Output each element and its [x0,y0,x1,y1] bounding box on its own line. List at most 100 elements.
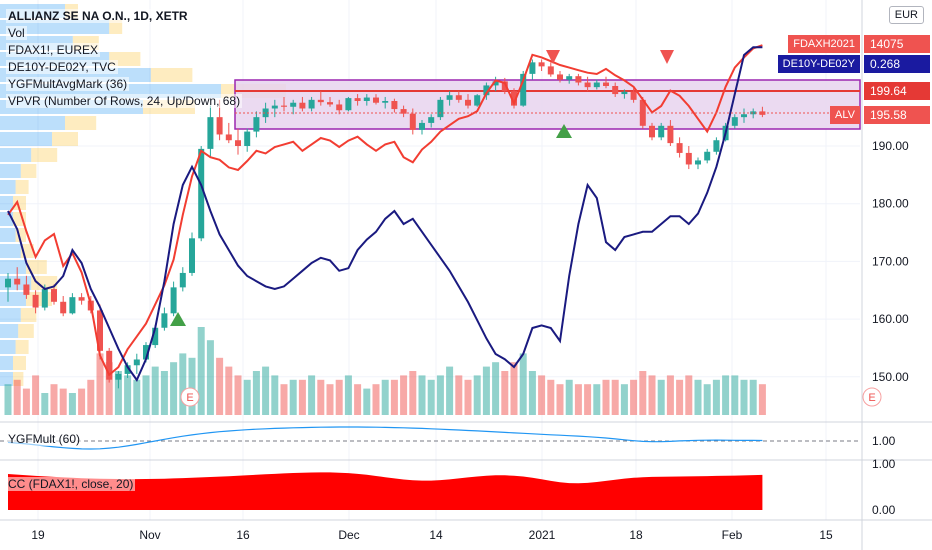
candle-body [750,111,757,115]
volume-bar [611,379,619,415]
volume-bar [455,375,463,415]
legend-vpvr[interactable]: VPVR (Number Of Rows, 24, Up/Down, 68) [6,94,243,108]
volume-bar [4,384,12,415]
volume-bar [519,353,527,415]
candle-body [207,117,214,149]
volume-bar [206,340,214,415]
legend-ygfmultavgmark[interactable]: YGFMultAvgMark (36) [6,77,130,91]
candle-body [373,97,379,103]
volume-bar [271,375,279,415]
time-tick-label: Dec [338,528,359,542]
vpvr-row-down [20,164,37,178]
ygfmult-label[interactable]: YGFMult (60) [6,432,83,446]
vpvr-row-down [15,180,29,194]
fdax-price-tag: 14075 [864,35,930,53]
cc-area [8,472,763,510]
alv-price-tag: 195.58 [864,106,930,124]
candle-body [419,122,425,130]
volume-bar [68,393,76,415]
candle-body [170,287,177,314]
candle-body [97,310,103,351]
candle-body [649,125,655,138]
de10y-tag-label: DE10Y-DE02Y [777,55,860,73]
candle-body [603,82,609,86]
candle-body [658,125,665,138]
ygf-tick-label: 1.00 [872,434,896,448]
volume-bar [482,366,490,415]
chart-legend: ALLIANZ SE NA O.N., 1D, XETR Vol FDAX1!,… [6,8,243,110]
candle-body [5,278,11,288]
volume-bar [96,353,104,415]
ygfmult-line [7,426,763,450]
volume-bar [41,393,49,415]
cc-label[interactable]: CC (FDAX1!, close, 20) [6,477,136,491]
candle-body [235,140,241,146]
candle-body [23,284,30,295]
symbol-title[interactable]: ALLIANZ SE NA O.N., 1D, XETR [6,9,190,23]
volume-bar [170,362,178,415]
candle-body [271,105,278,109]
spread-series-line [7,46,763,383]
candle-body [483,85,490,96]
time-tick-label: 16 [236,528,250,542]
volume-bar [252,371,260,415]
candle-body [32,294,39,308]
candle-body [557,74,563,80]
volume-bar [427,379,435,415]
candle-body [520,73,527,106]
fdax-series-line [7,44,763,377]
vpvr-row-up [0,260,26,274]
volume-bar [151,366,159,415]
volume-bar [308,375,316,415]
legend-vol[interactable]: Vol [6,26,27,40]
volume-bar [234,375,242,415]
candle-body [69,297,76,314]
volume-bar [225,366,233,415]
volume-bar [326,384,334,415]
candle-body [327,102,333,105]
volume-bar [639,371,647,415]
candle-body [400,109,407,114]
candle-body [446,95,453,100]
vpvr-row-down [15,228,26,242]
volume-bar [749,379,757,415]
candle-body [676,143,683,153]
cc-tick-label: 1.00 [872,457,896,471]
volume-bar [528,371,536,415]
price-axis[interactable]: 190.00 180.00 170.00 160.00 150.00 1.00 1.00 0.… [872,139,909,517]
volume-bar [731,375,739,415]
vpvr-row-down [150,68,193,82]
volume-bar [372,384,380,415]
legend-fdax[interactable]: FDAX1!, EUREX [6,43,101,57]
candle-body [51,289,57,302]
vpvr-row-up [0,308,21,322]
candle-body [566,76,573,80]
candle-body [152,327,159,346]
candle-body [60,301,67,314]
alv-tag-label: ALV [830,106,860,124]
candle-body [538,62,545,67]
candle-body [391,100,398,110]
time-axis[interactable]: 19 Nov 16 Dec 14 2021 18 Feb 15 [31,528,833,542]
volume-bar [344,375,352,415]
volume-bar [363,388,371,415]
candle-body [308,99,315,109]
price-tick-label: 190.00 [872,139,909,153]
volume-bar [142,375,150,415]
earnings-marker-label: E [186,392,193,404]
candle-body [639,99,646,126]
candle-body [216,117,223,135]
candle-body [409,113,416,130]
currency-button[interactable]: EUR [888,6,924,24]
volume-bar [694,379,702,415]
volume-bar [179,353,187,415]
volume-bar [289,379,297,415]
vpvr-row-down [31,148,58,162]
volume-bar [620,384,628,415]
sell-signal-marker [546,50,560,64]
candle-body [14,278,21,285]
volume-bar [574,384,582,415]
volume-bar [243,379,251,415]
legend-de10y[interactable]: DE10Y-DE02Y, TVC [6,60,118,74]
vpvr-row-up [0,196,13,210]
